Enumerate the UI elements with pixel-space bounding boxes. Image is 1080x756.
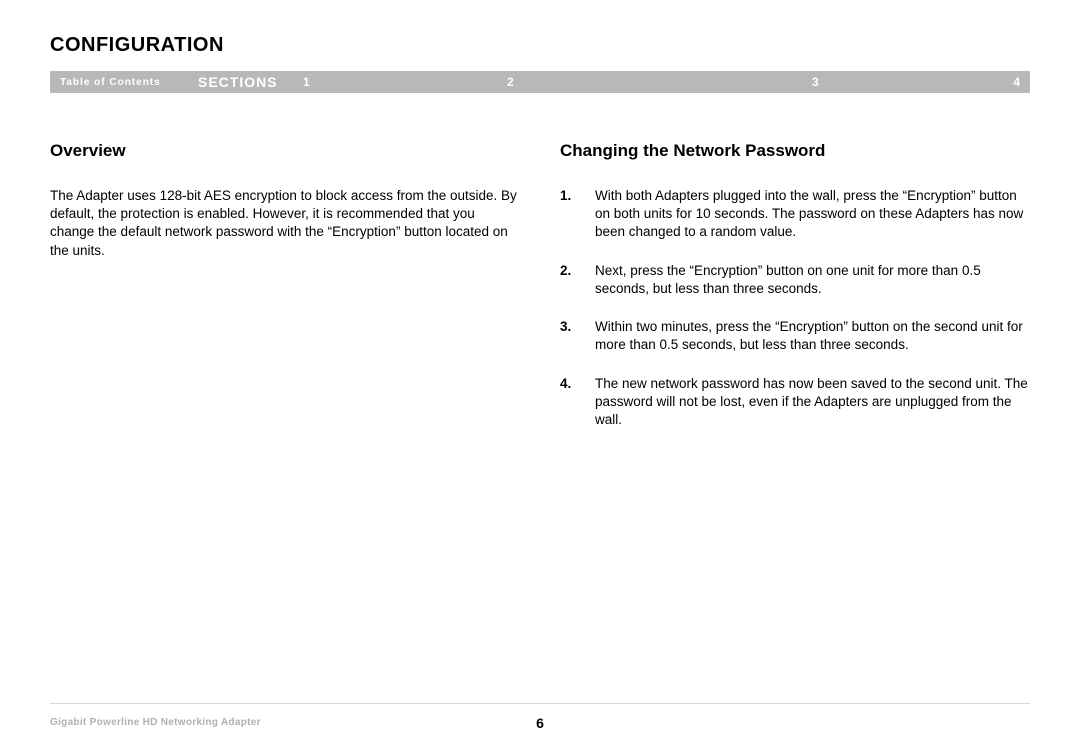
nav-bar: Table of Contents SECTIONS 1 2 3 4 xyxy=(50,71,1030,93)
nav-section-3[interactable]: 3 xyxy=(812,75,1002,89)
step-item: 3. Within two minutes, press the “Encryp… xyxy=(560,318,1030,354)
footer: Gigabit Powerline HD Networking Adapter … xyxy=(50,717,1030,728)
steps-list: 1. With both Adapters plugged into the w… xyxy=(560,187,1030,429)
step-text: The new network password has now been sa… xyxy=(595,375,1030,430)
step-number: 4. xyxy=(560,375,595,430)
footer-divider xyxy=(50,703,1030,704)
right-column: Changing the Network Password 1. With bo… xyxy=(560,141,1030,449)
step-number: 2. xyxy=(560,262,595,298)
page-header: CONFIGURATION xyxy=(0,0,1080,71)
page-title: CONFIGURATION xyxy=(50,34,1030,57)
overview-text: The Adapter uses 128-bit AES encryption … xyxy=(50,187,520,260)
nav-section-4[interactable]: 4 xyxy=(1002,75,1030,89)
content-area: Overview The Adapter uses 128-bit AES en… xyxy=(0,93,1080,449)
step-item: 4. The new network password has now been… xyxy=(560,375,1030,430)
nav-toc-link[interactable]: Table of Contents xyxy=(50,77,198,88)
changing-heading: Changing the Network Password xyxy=(560,141,1030,161)
left-column: Overview The Adapter uses 128-bit AES en… xyxy=(50,141,520,449)
nav-sections-label: SECTIONS xyxy=(198,74,303,90)
nav-section-2[interactable]: 2 xyxy=(507,75,812,89)
step-text: Within two minutes, press the “Encryptio… xyxy=(595,318,1030,354)
overview-heading: Overview xyxy=(50,141,520,161)
page-number: 6 xyxy=(536,715,544,731)
step-item: 1. With both Adapters plugged into the w… xyxy=(560,187,1030,242)
step-text: With both Adapters plugged into the wall… xyxy=(595,187,1030,242)
step-number: 1. xyxy=(560,187,595,242)
nav-section-1[interactable]: 1 xyxy=(303,75,507,89)
footer-product: Gigabit Powerline HD Networking Adapter xyxy=(50,717,261,728)
step-number: 3. xyxy=(560,318,595,354)
step-text: Next, press the “Encryption” button on o… xyxy=(595,262,1030,298)
step-item: 2. Next, press the “Encryption” button o… xyxy=(560,262,1030,298)
